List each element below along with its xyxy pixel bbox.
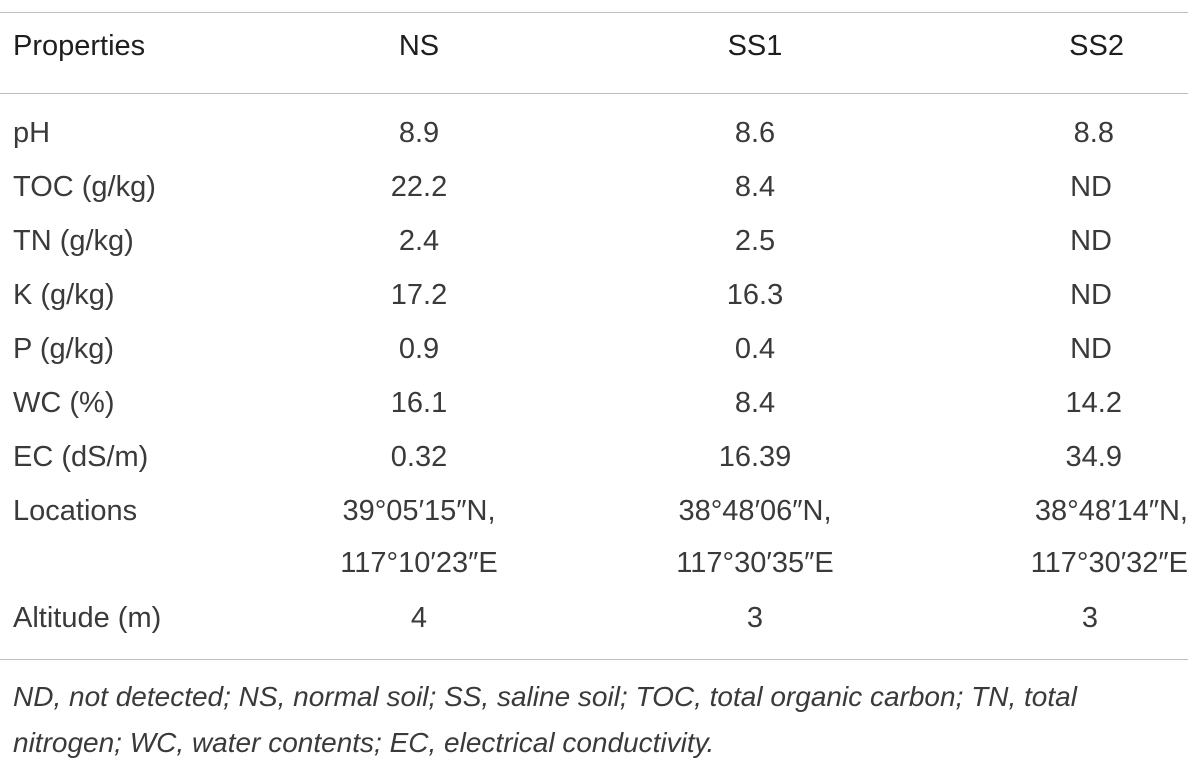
ss1-cell: 16.3 <box>726 279 784 311</box>
table-footnote: ND, not detected; NS, normal soil; SS, s… <box>13 681 1077 758</box>
ns-latitude: 39°05′15″N, <box>342 495 496 527</box>
ss1-cell: 8.4 <box>734 387 776 419</box>
header-ss1: SS1 <box>727 30 783 62</box>
ss1-cell: 3 <box>746 602 764 634</box>
ss2-location-cell: 38°48′14″N, 117°30′32″E <box>923 484 1188 591</box>
locations-row: Locations 39°05′15″N, 117°10′23″E 38°48′… <box>0 484 1188 591</box>
ss1-location-cell: 38°48′06″N, 117°30′35″E <box>587 484 923 591</box>
ss2-cell: ND <box>1070 333 1112 365</box>
table-row: TN (g/kg) 2.4 2.5 ND <box>0 214 1188 268</box>
table-row: pH 8.9 8.6 8.8 <box>0 106 1188 160</box>
ss1-cell: 8.4 <box>734 171 776 203</box>
property-cell: EC (dS/m) <box>13 441 149 473</box>
ns-cell: 0.9 <box>398 333 440 365</box>
table-row: Altitude (m) 4 3 3 <box>0 591 1188 645</box>
ss2-cell: ND <box>1070 279 1112 311</box>
table-header-row: Properties NS SS1 SS2 <box>0 0 1188 93</box>
table-row: WC (%) 16.1 8.4 14.2 <box>0 376 1188 430</box>
ss2-cell: ND <box>1070 171 1112 203</box>
ns-cell: 8.9 <box>398 117 440 149</box>
table-bottom-rule <box>0 659 1188 660</box>
ss1-cell: 0.4 <box>734 333 776 365</box>
ss2-cell: ND <box>1070 225 1112 257</box>
ss1-cell: 16.39 <box>718 441 792 473</box>
ns-cell: 17.2 <box>390 279 448 311</box>
ns-cell: 0.32 <box>390 441 448 473</box>
ss2-cell: 14.2 <box>1065 387 1122 419</box>
ss1-latitude: 38°48′06″N, <box>678 495 832 527</box>
property-cell: pH <box>13 117 51 149</box>
ns-cell: 2.4 <box>398 225 440 257</box>
property-cell: P (g/kg) <box>13 333 115 365</box>
header-ns: NS <box>398 30 440 62</box>
table-top-rule <box>0 12 1188 13</box>
property-cell: Locations <box>0 484 251 591</box>
property-cell: WC (%) <box>13 387 115 419</box>
ns-cell: 4 <box>410 602 428 634</box>
table-row: TOC (g/kg) 22.2 8.4 ND <box>0 160 1188 214</box>
spacer-row <box>0 93 1188 106</box>
ss1-longitude: 117°30′35″E <box>676 547 834 579</box>
ss2-longitude: 117°30′32″E <box>1030 547 1188 579</box>
table-row: P (g/kg) 0.9 0.4 ND <box>0 322 1188 376</box>
ss2-cell: 8.8 <box>1073 117 1114 149</box>
table-row: K (g/kg) 17.2 16.3 ND <box>0 268 1188 322</box>
table-header-rule <box>0 93 1188 94</box>
ss1-cell: 8.6 <box>734 117 776 149</box>
property-cell: Altitude (m) <box>13 602 162 634</box>
property-cell: K (g/kg) <box>13 279 115 311</box>
ns-cell: 22.2 <box>390 171 448 203</box>
ns-location-cell: 39°05′15″N, 117°10′23″E <box>251 484 587 591</box>
ss2-latitude: 38°48′14″N, <box>1034 495 1188 527</box>
header-properties: Properties <box>13 30 146 62</box>
locations-label: Locations <box>13 495 138 527</box>
table-row: EC (dS/m) 0.32 16.39 34.9 <box>0 430 1188 484</box>
ns-longitude: 117°10′23″E <box>340 547 498 579</box>
ss1-cell: 2.5 <box>734 225 776 257</box>
ss2-cell: 34.9 <box>1065 441 1122 473</box>
property-cell: TOC (g/kg) <box>13 171 156 203</box>
soil-properties-table: Properties NS SS1 SS2 pH 8.9 8.6 8.8 TOC… <box>0 0 1188 645</box>
header-ss2: SS2 <box>1069 30 1124 62</box>
ns-cell: 16.1 <box>390 387 448 419</box>
ss2-cell: 3 <box>1081 602 1098 634</box>
property-cell: TN (g/kg) <box>13 225 134 257</box>
